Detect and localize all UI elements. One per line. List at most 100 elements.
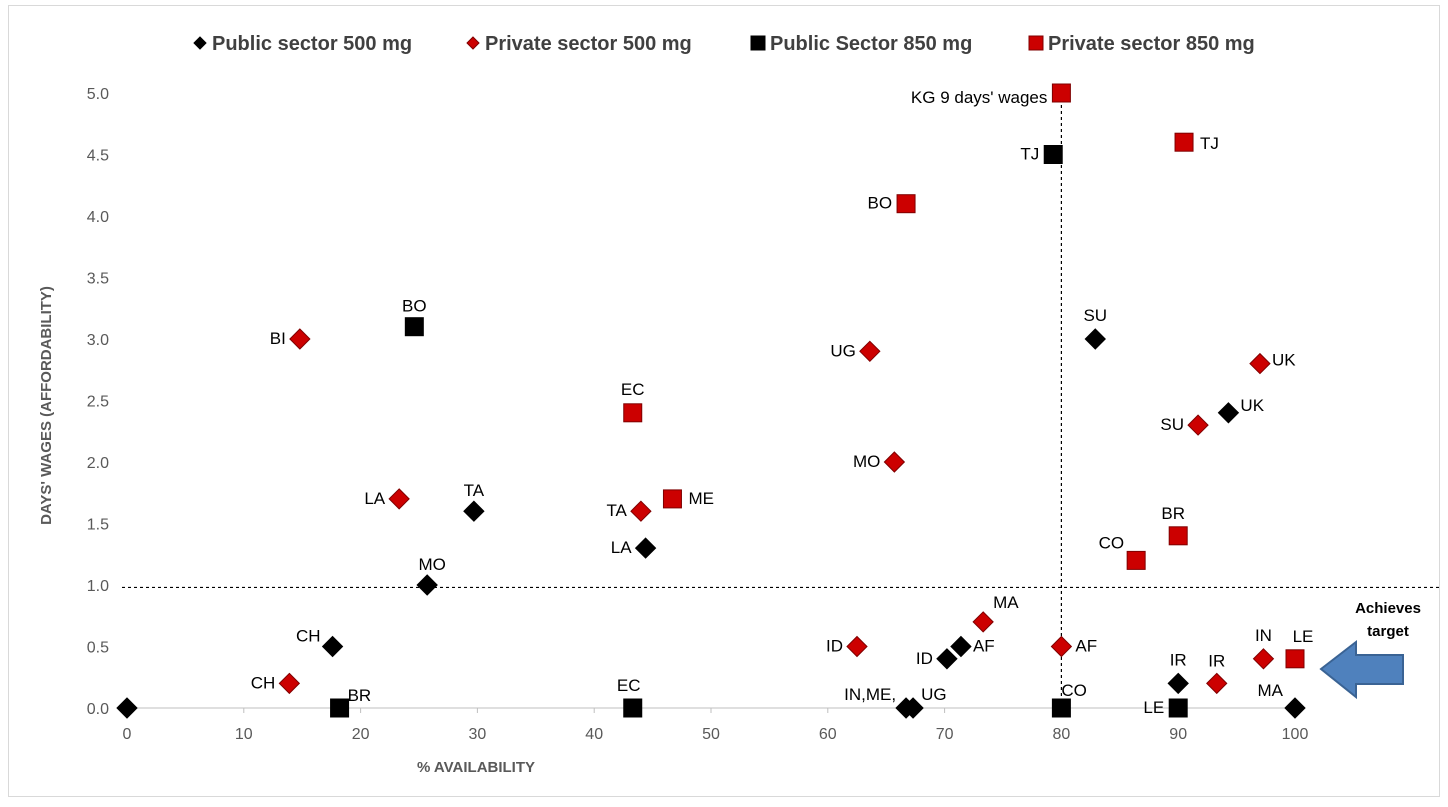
point-label: IN,ME,	[844, 685, 896, 704]
point-s2-5	[846, 635, 868, 658]
point-label: LA	[364, 489, 385, 508]
point-label: BR	[348, 686, 372, 705]
point-s1-11	[1167, 672, 1189, 695]
x-tick-label: 20	[352, 726, 370, 743]
point-s4-2	[662, 489, 682, 509]
point-label: EC	[617, 676, 641, 695]
y-tick-label: 0.0	[87, 701, 109, 718]
reference-lines	[122, 93, 1440, 708]
point-s2-12	[1249, 352, 1271, 375]
point-label: LE	[1143, 698, 1164, 717]
point-label: TJ	[1200, 134, 1219, 153]
arrow-left-icon	[1319, 639, 1404, 700]
x-tick-label: 80	[1053, 726, 1071, 743]
point-label: UK	[1272, 351, 1296, 370]
legend-entry-2: Private sector 500 mg	[485, 33, 692, 55]
point-s3-6	[1168, 698, 1188, 718]
point-label: KG 9 days' wages	[911, 88, 1047, 107]
legend-entry-1: Public sector 500 mg	[212, 33, 412, 55]
point-s2-6	[859, 340, 881, 363]
point-label: MO	[853, 452, 880, 471]
x-tick-label: 50	[702, 726, 720, 743]
y-tick-label: 2.5	[87, 394, 109, 411]
point-s4-7	[1174, 132, 1194, 152]
data-points	[116, 83, 1306, 719]
x-tick-label: 90	[1169, 726, 1187, 743]
point-s2-2	[289, 328, 311, 350]
point-s1-5	[634, 537, 657, 559]
x-tick-label: 70	[936, 726, 954, 743]
point-s2-9	[1050, 635, 1073, 658]
point-s4-4	[1051, 83, 1071, 103]
y-axis-title: DAYS' WAGES (AFFORDABILITY)	[38, 286, 55, 525]
point-s2-8	[972, 611, 994, 633]
point-s1-9	[950, 635, 972, 658]
point-s2-1	[278, 672, 301, 695]
y-tick-label: 2.0	[87, 455, 109, 472]
point-label: BI	[270, 329, 286, 348]
legend-marker-1	[193, 36, 207, 50]
point-label: AF	[1075, 637, 1097, 656]
point-label: MO	[418, 555, 445, 574]
x-tick-label: 100	[1282, 726, 1309, 743]
point-label: ME	[688, 489, 714, 508]
annotation-line-1: Achieves	[1355, 600, 1421, 617]
x-tick-label: 40	[585, 726, 603, 743]
point-s1-3	[416, 574, 438, 596]
legend-entry-3: Public Sector 850 mg	[770, 33, 972, 55]
point-s1-8	[936, 648, 958, 670]
point-s4-5	[1126, 550, 1146, 570]
point-label: CO	[1061, 681, 1087, 700]
point-label: LA	[611, 538, 632, 557]
point-label: BR	[1161, 504, 1185, 523]
x-axis-title: % AVAILABILITY	[417, 759, 535, 776]
point-label: SU	[1083, 306, 1107, 325]
point-label: EC	[621, 380, 645, 399]
point-label: TA	[464, 481, 485, 500]
x-tick-label: 60	[819, 726, 837, 743]
point-s4-8	[1285, 649, 1305, 669]
legend-marker-4	[1028, 35, 1044, 51]
y-tick-label: 4.0	[87, 209, 109, 226]
point-label: IR	[1208, 651, 1225, 670]
y-tick-label: 5.0	[87, 86, 109, 103]
point-s2-7	[883, 451, 906, 473]
point-label: ID	[826, 637, 843, 656]
point-label: ID	[916, 649, 933, 668]
x-tick-label: 30	[469, 726, 487, 743]
point-label: MA	[1258, 681, 1284, 700]
point-label: IR	[1170, 650, 1187, 669]
legend: Public sector 500 mg Private sector 500 m…	[193, 33, 1255, 55]
point-label: UG	[830, 341, 856, 360]
point-s1-2	[321, 635, 344, 658]
point-label: AF	[973, 637, 995, 656]
point-s3-5	[1051, 698, 1071, 718]
point-s2-13	[1252, 648, 1275, 670]
point-s1-13	[1284, 697, 1306, 719]
chart-frame	[8, 5, 1440, 797]
y-tick-label: 0.5	[87, 640, 109, 657]
point-s2-3	[388, 488, 410, 510]
point-label: BO	[867, 194, 892, 213]
point-s1-4	[463, 500, 485, 522]
legend-marker-2	[466, 36, 480, 50]
point-label: LE	[1293, 627, 1314, 646]
y-tick-label: 4.5	[87, 148, 109, 165]
point-labels: CH MO TA LA IN,ME, UG ID AF SU IR UK MA CH BI LA TA ID UG…	[251, 88, 1314, 717]
point-s1-10	[1084, 328, 1106, 350]
legend-entry-4: Private sector 850 mg	[1048, 33, 1255, 55]
point-s3-3	[623, 698, 643, 718]
point-label: UK	[1240, 396, 1264, 415]
point-label: CH	[251, 673, 276, 692]
point-s3-2	[404, 317, 424, 337]
x-tick-label: 10	[235, 726, 253, 743]
target-annotation: Achieves target	[1319, 600, 1421, 700]
point-label: IN	[1255, 626, 1272, 645]
point-s3-4	[1043, 145, 1063, 164]
point-label: CO	[1099, 533, 1125, 552]
legend-marker-3	[750, 35, 766, 51]
axes: 0.0 0.5 1.0 1.5 2.0 2.5 3.0 3.5 4.0 4.5 5.0 0 10 20 30…	[38, 86, 1308, 776]
point-s2-11	[1206, 672, 1228, 695]
point-s4-6	[1168, 526, 1188, 546]
